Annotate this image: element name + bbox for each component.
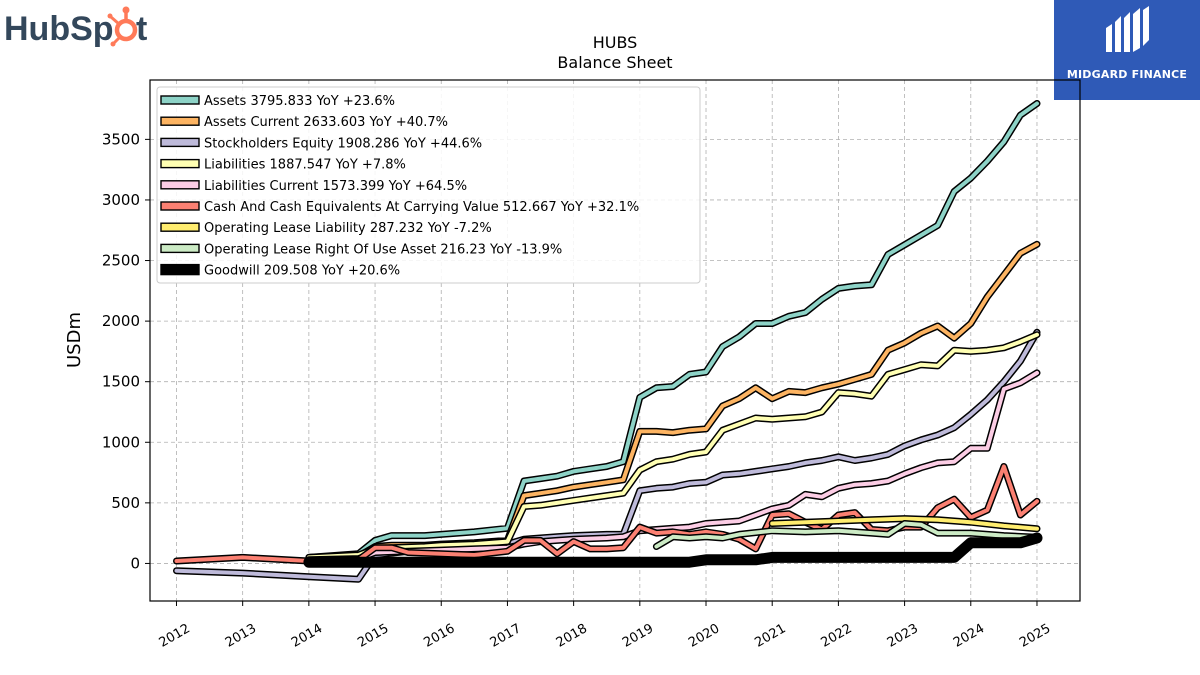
chart-subtitle: Balance Sheet bbox=[557, 53, 672, 72]
legend-swatch bbox=[160, 222, 200, 232]
legend-label: Operating Lease Right Of Use Asset 216.2… bbox=[204, 242, 562, 257]
series-2 bbox=[305, 240, 1041, 563]
legend-label: Operating Lease Liability 287.232 YoY -7… bbox=[204, 221, 492, 236]
x-tick-label: 2013 bbox=[223, 621, 259, 651]
legend-swatch bbox=[160, 158, 200, 169]
x-tick-label: 2024 bbox=[951, 621, 987, 651]
legend-swatch bbox=[160, 180, 200, 190]
series-line bbox=[304, 534, 1041, 567]
midgard-finance-logo: MIDGARD FINANCE bbox=[1054, 0, 1200, 100]
chart-title: HUBS bbox=[593, 33, 638, 52]
series-4 bbox=[305, 331, 1041, 561]
legend-label: Goodwill 209.508 YoY +20.6% bbox=[204, 264, 400, 279]
y-axis-ticks: 0 500 1000 1500 2000 2500 3000 3500 bbox=[102, 130, 150, 572]
x-tick-label: 2025 bbox=[1017, 621, 1053, 651]
legend-swatch bbox=[160, 116, 200, 126]
series-line-outline bbox=[305, 240, 1041, 563]
series-9 bbox=[303, 532, 1043, 568]
legend-swatch bbox=[160, 263, 200, 276]
legend-swatch bbox=[160, 137, 200, 148]
series-line bbox=[654, 521, 1039, 549]
hubspot-sprocket-icon bbox=[107, 6, 138, 47]
series-1 bbox=[305, 100, 1041, 561]
hubspot-logo-text: HubSp bbox=[4, 10, 114, 48]
legend-box bbox=[156, 86, 701, 284]
legend-label: Assets 3795.833 YoY +23.6% bbox=[204, 94, 395, 109]
x-tick-label: 2021 bbox=[752, 621, 788, 651]
y-tick-label: 1000 bbox=[102, 433, 140, 451]
series-7 bbox=[768, 515, 1041, 533]
legend: Assets 3795.833 YoY +23.6% Assets Current… bbox=[156, 86, 701, 284]
x-axis-ticks: 2012 2013 2014 2015 2016 2017 2018 2019 2020 2021… bbox=[157, 601, 1053, 651]
svg-text:t: t bbox=[136, 10, 147, 48]
legend-swatch bbox=[160, 201, 200, 211]
legend-label: Assets Current 2633.603 YoY +40.7% bbox=[204, 115, 448, 130]
series-line bbox=[306, 242, 1039, 561]
x-tick-label: 2020 bbox=[686, 621, 722, 651]
series-line bbox=[306, 332, 1039, 560]
y-tick-label: 3000 bbox=[102, 191, 140, 209]
legend-swatch bbox=[160, 243, 200, 254]
x-tick-label: 2018 bbox=[554, 621, 590, 651]
x-tick-label: 2017 bbox=[488, 621, 524, 651]
hubspot-logo: HubSp t bbox=[4, 4, 164, 50]
midgard-emblem-icon bbox=[1106, 6, 1149, 52]
y-axis-label: USDm bbox=[64, 312, 85, 368]
legend-swatch bbox=[160, 95, 200, 105]
x-tick-label: 2022 bbox=[819, 621, 855, 651]
x-tick-label: 2016 bbox=[421, 621, 457, 651]
plot-frame bbox=[149, 79, 1081, 602]
series-8 bbox=[652, 520, 1041, 550]
x-tick-label: 2015 bbox=[355, 621, 391, 651]
y-tick-label: 3500 bbox=[102, 130, 140, 148]
x-tick-label: 2014 bbox=[289, 621, 325, 651]
y-tick-label: 1500 bbox=[102, 373, 140, 391]
series-line bbox=[306, 101, 1039, 560]
y-tick-label: 0 bbox=[130, 554, 140, 572]
y-tick-label: 500 bbox=[111, 494, 140, 512]
series-lines bbox=[173, 100, 1043, 583]
legend-label: Stockholders Equity 1908.286 YoY +44.6% bbox=[204, 136, 482, 151]
y-tick-label: 2000 bbox=[102, 312, 140, 330]
y-tick-label: 2500 bbox=[102, 252, 140, 270]
legend-label: Cash And Cash Equivalents At Carrying Va… bbox=[204, 200, 639, 215]
x-tick-label: 2019 bbox=[620, 621, 656, 651]
legend-label: Liabilities Current 1573.399 YoY +64.5% bbox=[204, 179, 467, 194]
legend-label: Liabilities 1887.547 YoY +7.8% bbox=[204, 158, 406, 173]
x-tick-label: 2023 bbox=[885, 621, 921, 651]
midgard-brand-text: MIDGARD FINANCE bbox=[1066, 68, 1188, 81]
series-line bbox=[770, 516, 1039, 531]
x-tick-label: 2012 bbox=[157, 621, 193, 651]
